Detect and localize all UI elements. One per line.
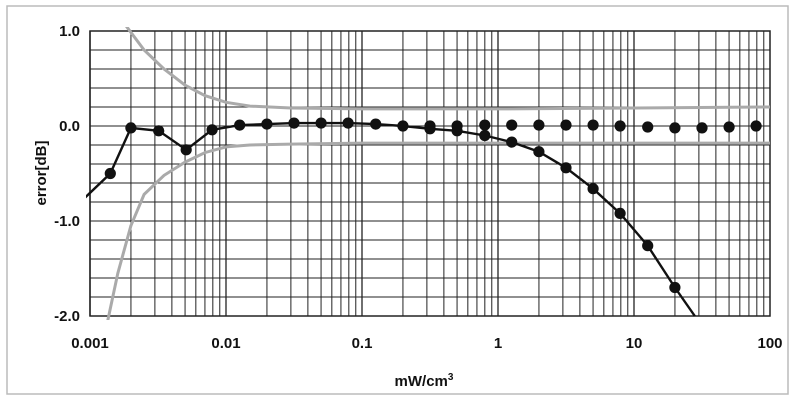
flat-series-point [560, 119, 572, 131]
x-tick-label: 10 [626, 335, 643, 352]
flat-series-point [696, 122, 708, 134]
gray-bound-lower-line [106, 141, 770, 320]
error-curve-point [587, 183, 599, 195]
error-curve-point [342, 117, 354, 129]
x-tick-label: 0.1 [352, 335, 373, 352]
error-curve-point [288, 117, 300, 129]
x-tick-label: 1 [494, 335, 502, 352]
error-curve-point [560, 162, 572, 174]
error-curve-point [614, 207, 626, 219]
flat-series-point [669, 122, 681, 134]
gray-bound-upper-line [125, 27, 771, 111]
error-curve-point [506, 136, 518, 148]
y-tick-labels: 1.0 0.0 -1.0 -2.0 [54, 23, 80, 325]
flat-series-point [424, 120, 436, 132]
flat-series-point [506, 119, 518, 131]
error-curve-point [153, 125, 165, 137]
error-curve-point [479, 129, 491, 142]
error-curve-point [104, 167, 116, 180]
y-axis-title: error[dB] [33, 140, 50, 205]
y-tick-label: 0.0 [59, 118, 80, 135]
x-tick-label: 0.001 [71, 335, 109, 352]
flat-series-point [750, 120, 762, 132]
x-tick-label: 0.01 [211, 335, 240, 352]
series-layer [86, 27, 771, 320]
flat-series-point [451, 120, 463, 132]
error-curve-point [669, 281, 681, 294]
error-curve-point [397, 120, 409, 132]
flat-series-point [614, 120, 626, 132]
y-tick-label: -1.0 [54, 213, 80, 230]
error-curve-point [533, 146, 545, 158]
y-tick-label: -2.0 [54, 308, 80, 325]
x-axis-title-text: mW/cm [395, 373, 448, 390]
error-curve-point [370, 118, 382, 130]
error-curve-point [180, 144, 192, 156]
error-curve-point [261, 118, 273, 130]
error-curve-point [234, 119, 246, 131]
chart-frame [6, 5, 789, 395]
x-tick-labels: 0.001 0.01 0.1 1 10 100 [71, 335, 782, 352]
x-axis-title-superscript: 3 [448, 372, 454, 383]
flat-series-point [533, 119, 545, 131]
plot-area-border [89, 30, 771, 317]
y-tick-label: 1.0 [59, 23, 80, 40]
flat-series-point [642, 121, 654, 133]
error-curve-point [125, 122, 137, 134]
error-curve-point [315, 117, 327, 129]
error-curve-point [642, 240, 654, 252]
flat-series-point [587, 119, 599, 131]
x-axis-title: mW/cm3 [395, 372, 454, 390]
error-curve-point [206, 124, 218, 136]
flat-series-point [479, 119, 491, 131]
x-tick-label: 100 [757, 335, 782, 352]
flat-series-point [723, 121, 735, 133]
